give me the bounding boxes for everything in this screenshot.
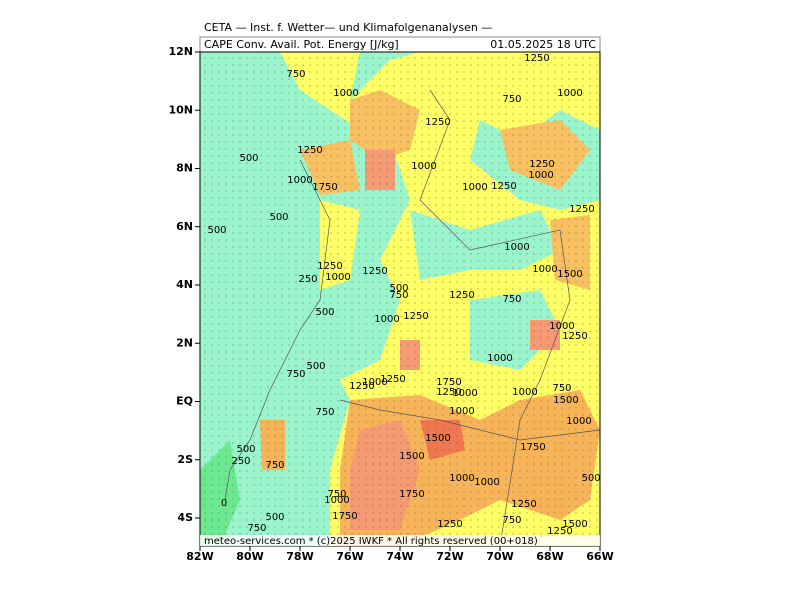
lon-label: 82W — [186, 550, 213, 563]
lon-label: 66W — [586, 550, 613, 563]
contour-label: 1000 — [325, 272, 350, 283]
contour-label: 750 — [389, 290, 408, 301]
contour-label: 1000 — [449, 473, 474, 484]
contour-label: 1250 — [425, 117, 450, 128]
contour-label: 1000 — [549, 321, 574, 332]
contour-label: 1750 — [520, 442, 545, 453]
contour-label: 1000 — [566, 416, 591, 427]
contour-label: 1500 — [557, 269, 582, 280]
contour-label: 1750 — [399, 489, 424, 500]
contour-label: 1250 — [491, 181, 516, 192]
lat-label: 6N — [176, 220, 193, 233]
contour-label: 1250 — [562, 331, 587, 342]
lon-label: 70W — [486, 550, 513, 563]
contour-label: 1000 — [374, 314, 399, 325]
contour-label: 250 — [298, 274, 317, 285]
contour-label: 1500 — [553, 395, 578, 406]
lat-label: EQ — [176, 395, 193, 408]
footer: meteo-services.com * (c)2025 IWKF * All … — [204, 536, 538, 547]
contour-label: 1250 — [297, 145, 322, 156]
contour-label: 500 — [581, 473, 600, 484]
contour-label: 1000 — [333, 88, 358, 99]
contour-label: 1250 — [349, 381, 374, 392]
contour-label: 1250 — [436, 387, 461, 398]
footer-box — [200, 535, 600, 546]
contour-label: 1000 — [504, 242, 529, 253]
contour-label: 250 — [231, 456, 250, 467]
contour-label: 1500 — [562, 519, 587, 530]
contour-label: 1500 — [399, 451, 424, 462]
contour-label: 1000 — [512, 387, 537, 398]
lat-label: 2N — [176, 336, 193, 349]
title: CETA — Inst. f. Wetter— und Klimafolgena… — [204, 21, 492, 34]
contour-label: 500 — [315, 307, 334, 318]
lon-label: 74W — [386, 550, 413, 563]
lat-label: 4N — [176, 278, 193, 291]
contour-label: 1250 — [380, 374, 405, 385]
contour-label: 750 — [286, 69, 305, 80]
contour-label: 1000 — [287, 175, 312, 186]
contour-label: 1250 — [403, 311, 428, 322]
contour-label: 1000 — [532, 264, 557, 275]
contour-label: 1250 — [362, 266, 387, 277]
contour-label: 750 — [247, 523, 266, 534]
contour-label: 1750 — [312, 182, 337, 193]
lon-label: 78W — [286, 550, 313, 563]
contour-label: 500 — [269, 212, 288, 223]
contour-label: 1000 — [462, 182, 487, 193]
lat-label: 12N — [168, 45, 193, 58]
contour-label: 1750 — [332, 511, 357, 522]
contour-label: 1250 — [317, 261, 342, 272]
contour-label: 1000 — [411, 161, 436, 172]
contour-label: 750 — [265, 460, 284, 471]
contour-label: 1000 — [362, 377, 387, 388]
lon-label: 80W — [236, 550, 263, 563]
contour-label: 1500 — [425, 433, 450, 444]
map-area — [200, 52, 600, 546]
lon-label: 76W — [336, 550, 363, 563]
field-name: CAPE Conv. Avail. Pot. Energy [J/kg] — [204, 38, 399, 51]
contour-label: 1750 — [436, 377, 461, 388]
contour-label: 500 — [239, 153, 258, 164]
contour-label: 500 — [389, 283, 408, 294]
lat-label: 10N — [168, 103, 193, 116]
contour-label: 1000 — [452, 388, 477, 399]
contour-label: 500 — [207, 225, 226, 236]
contour-label: 1000 — [487, 353, 512, 364]
lat-label: 8N — [176, 162, 193, 175]
contour-label: 1000 — [557, 88, 582, 99]
contour-label: 1250 — [449, 290, 474, 301]
contour-label: 1250 — [511, 499, 536, 510]
contour-label: 1250 — [569, 204, 594, 215]
contour-label: 750 — [327, 489, 346, 500]
contour-label: 1250 — [547, 526, 572, 537]
lon-label: 68W — [536, 550, 563, 563]
valid-time: 01.05.2025 18 UTC — [490, 38, 596, 51]
contour-label: 750 — [286, 369, 305, 380]
contour-label: 500 — [236, 444, 255, 455]
contour-label: 1250 — [529, 159, 554, 170]
contour-label: 1000 — [474, 477, 499, 488]
contour-label: 1000 — [449, 406, 474, 417]
lat-label: 4S — [177, 511, 193, 524]
lat-label: 2S — [177, 453, 193, 466]
contour-label: 500 — [265, 512, 284, 523]
contour-label: 750 — [315, 407, 334, 418]
contour-label: 0 — [221, 498, 227, 509]
contour-label: 1000 — [528, 170, 553, 181]
contour-label: 1250 — [524, 53, 549, 64]
contour-label: 500 — [306, 361, 325, 372]
lon-label: 72W — [436, 550, 463, 563]
contour-label: 750 — [552, 383, 571, 394]
contour-label: 750 — [502, 294, 521, 305]
contour-label: 1000 — [324, 495, 349, 506]
contour-label: 750 — [502, 515, 521, 526]
contour-label: 750 — [502, 94, 521, 105]
contour-label: 1250 — [437, 519, 462, 530]
